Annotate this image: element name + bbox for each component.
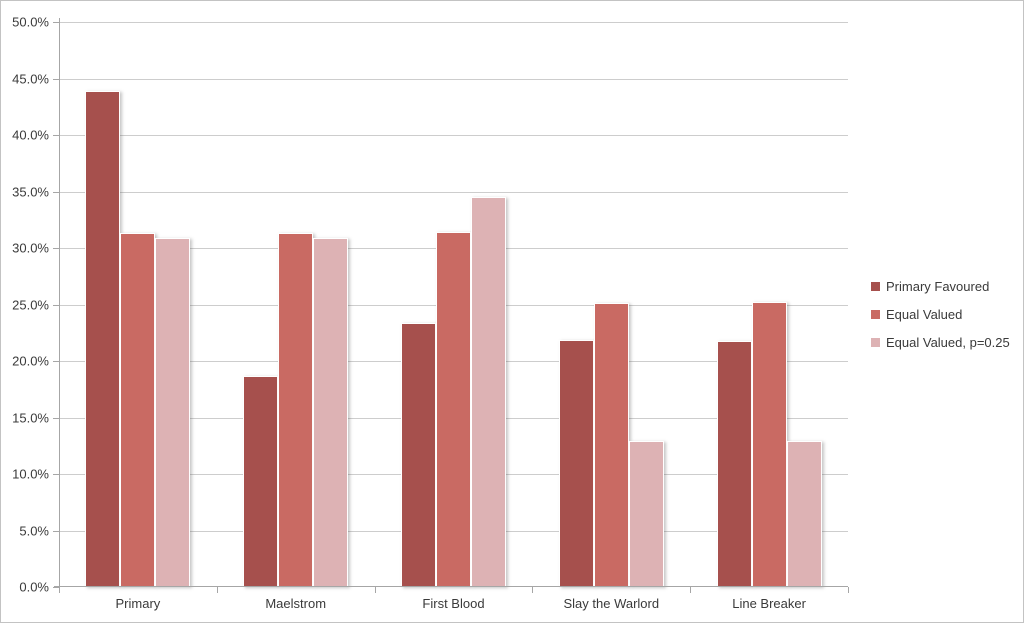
bar-group — [59, 22, 217, 587]
y-axis-label: 20.0% — [12, 353, 49, 369]
plot-area — [54, 18, 848, 587]
x-axis-tick — [59, 587, 60, 593]
y-axis-tick — [53, 587, 59, 588]
legend-label: Primary Favoured — [886, 278, 990, 294]
legend-swatch — [871, 281, 880, 291]
bar — [558, 340, 594, 587]
gridline — [59, 135, 848, 136]
bar — [716, 341, 752, 587]
y-axis-tick — [53, 417, 59, 419]
y-axis-label: 45.0% — [12, 71, 49, 86]
legend-item: Equal Valued — [871, 300, 1010, 328]
y-axis-label: 15.0% — [12, 410, 49, 425]
x-axis-label: Primary — [115, 596, 161, 611]
y-axis-label: 30.0% — [12, 240, 49, 256]
bar-group — [690, 22, 848, 587]
y-axis-label: 40.0% — [12, 127, 49, 143]
bar — [400, 323, 436, 587]
y-axis-tick — [53, 361, 59, 362]
bar — [85, 91, 121, 587]
y-axis-label: 0.0% — [19, 579, 49, 595]
y-axis-label: 10.0% — [12, 466, 49, 482]
x-axis-label: Maelstrom — [265, 596, 327, 611]
legend-label: Equal Valued — [886, 306, 963, 322]
bar — [435, 232, 471, 587]
x-axis-label: First Blood — [422, 596, 485, 611]
y-axis-tick — [53, 248, 59, 249]
bar — [751, 302, 787, 587]
legend-item: Primary Favoured — [871, 272, 1010, 300]
bar — [593, 303, 629, 587]
x-axis-tick — [848, 587, 849, 593]
bar-group — [217, 22, 375, 587]
x-axis-tick — [690, 587, 692, 593]
legend-item: Equal Valued, p=0.25 — [871, 328, 1010, 356]
bar — [313, 238, 349, 587]
x-axis-tick — [532, 587, 534, 593]
gridline — [59, 191, 848, 193]
legend-swatch — [871, 309, 880, 319]
gridline — [59, 78, 848, 80]
legend-swatch — [871, 337, 880, 347]
y-axis-label: 50.0% — [12, 14, 49, 30]
y-axis-tick — [53, 474, 59, 475]
y-axis-label: 25.0% — [12, 297, 49, 312]
y-axis-tick — [53, 530, 59, 532]
legend: Primary Favoured Equal Valued Equal Valued… — [871, 272, 1010, 356]
bar — [155, 238, 191, 587]
bar — [278, 233, 314, 587]
bar — [786, 441, 822, 587]
bar — [120, 233, 156, 587]
y-axis-tick — [53, 304, 59, 306]
bar-group — [532, 22, 690, 587]
y-axis-tick — [53, 78, 59, 80]
x-axis-tick — [374, 587, 376, 593]
gridline — [59, 22, 848, 23]
bar — [243, 376, 279, 587]
x-axis-tick — [216, 587, 218, 593]
x-axis-label: Line Breaker — [732, 596, 806, 611]
y-axis-tick — [53, 22, 59, 23]
y-axis-tick — [53, 135, 59, 136]
x-axis-line — [54, 586, 848, 587]
x-axis-label: Slay the Warlord — [563, 596, 660, 611]
bar — [628, 441, 664, 587]
bar-group — [375, 22, 533, 587]
bar — [470, 197, 506, 587]
y-axis-label: 5.0% — [19, 523, 49, 538]
legend-label: Equal Valued, p=0.25 — [886, 334, 1010, 350]
x-axis-labels: Primary Maelstrom First Blood Slay the Warl… — [59, 596, 848, 611]
y-axis-label: 35.0% — [12, 184, 49, 199]
y-axis-tick — [53, 191, 59, 193]
y-axis-line — [59, 18, 60, 587]
